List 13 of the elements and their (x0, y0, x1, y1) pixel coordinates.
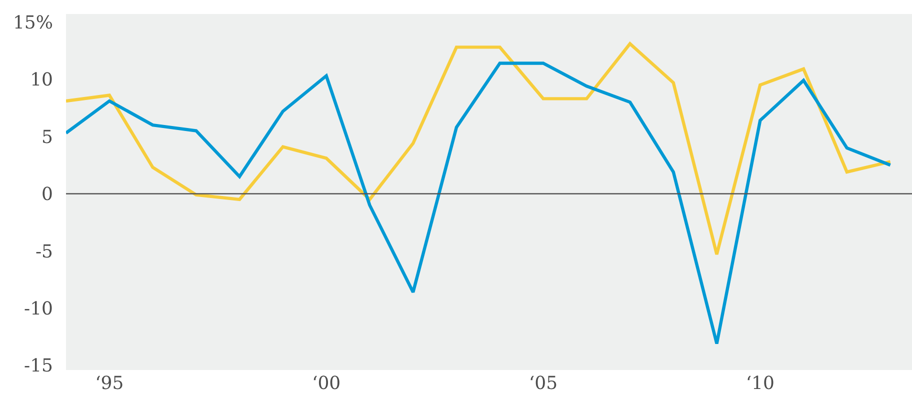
x-tick-label: ‘00 (312, 373, 341, 394)
x-tick-label: ‘95 (95, 373, 124, 394)
y-tick-label: 0 (42, 184, 53, 206)
y-tick-label: -5 (35, 241, 53, 262)
line-series (66, 42, 892, 256)
y-tick-label: -10 (24, 298, 53, 320)
x-tick-label: ‘10 (746, 373, 774, 394)
y-tick-label: 5 (42, 126, 53, 148)
y-tick-label: 15% (12, 12, 53, 34)
line-series (66, 62, 892, 346)
x-tick-label: ‘05 (528, 373, 558, 394)
y-tick-label: -15 (24, 356, 53, 377)
y-tick-label: 10 (30, 70, 53, 91)
